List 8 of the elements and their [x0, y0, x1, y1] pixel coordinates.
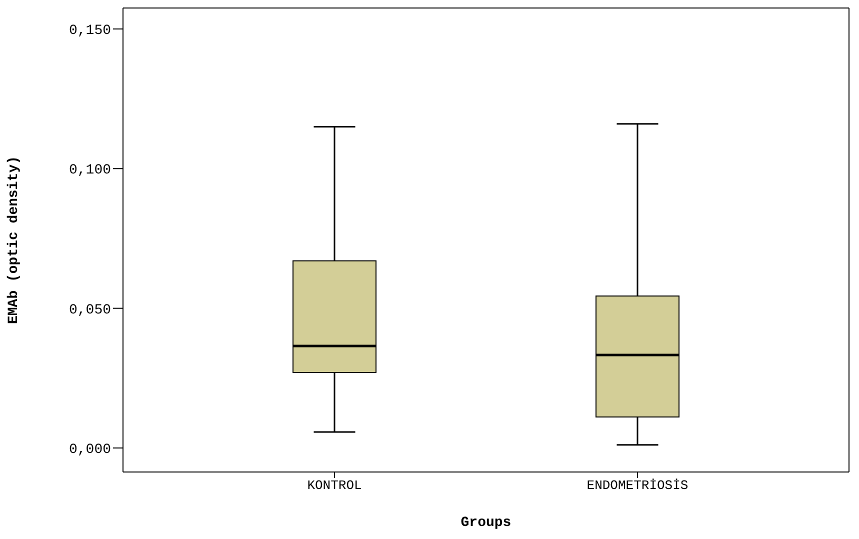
y-tick-label: 0,000 — [68, 442, 111, 458]
y-tick-label: 0,100 — [68, 162, 111, 179]
y-tick-label: 0,050 — [68, 302, 111, 318]
y-tick-label: 0,150 — [68, 22, 111, 39]
x-tick-label: ENDOMETRİOSİS — [586, 478, 688, 494]
x-axis-title: Groups — [460, 515, 512, 531]
x-tick-label: KONTROL — [307, 478, 362, 494]
y-axis-title: EMAb (optic density) — [6, 156, 22, 324]
